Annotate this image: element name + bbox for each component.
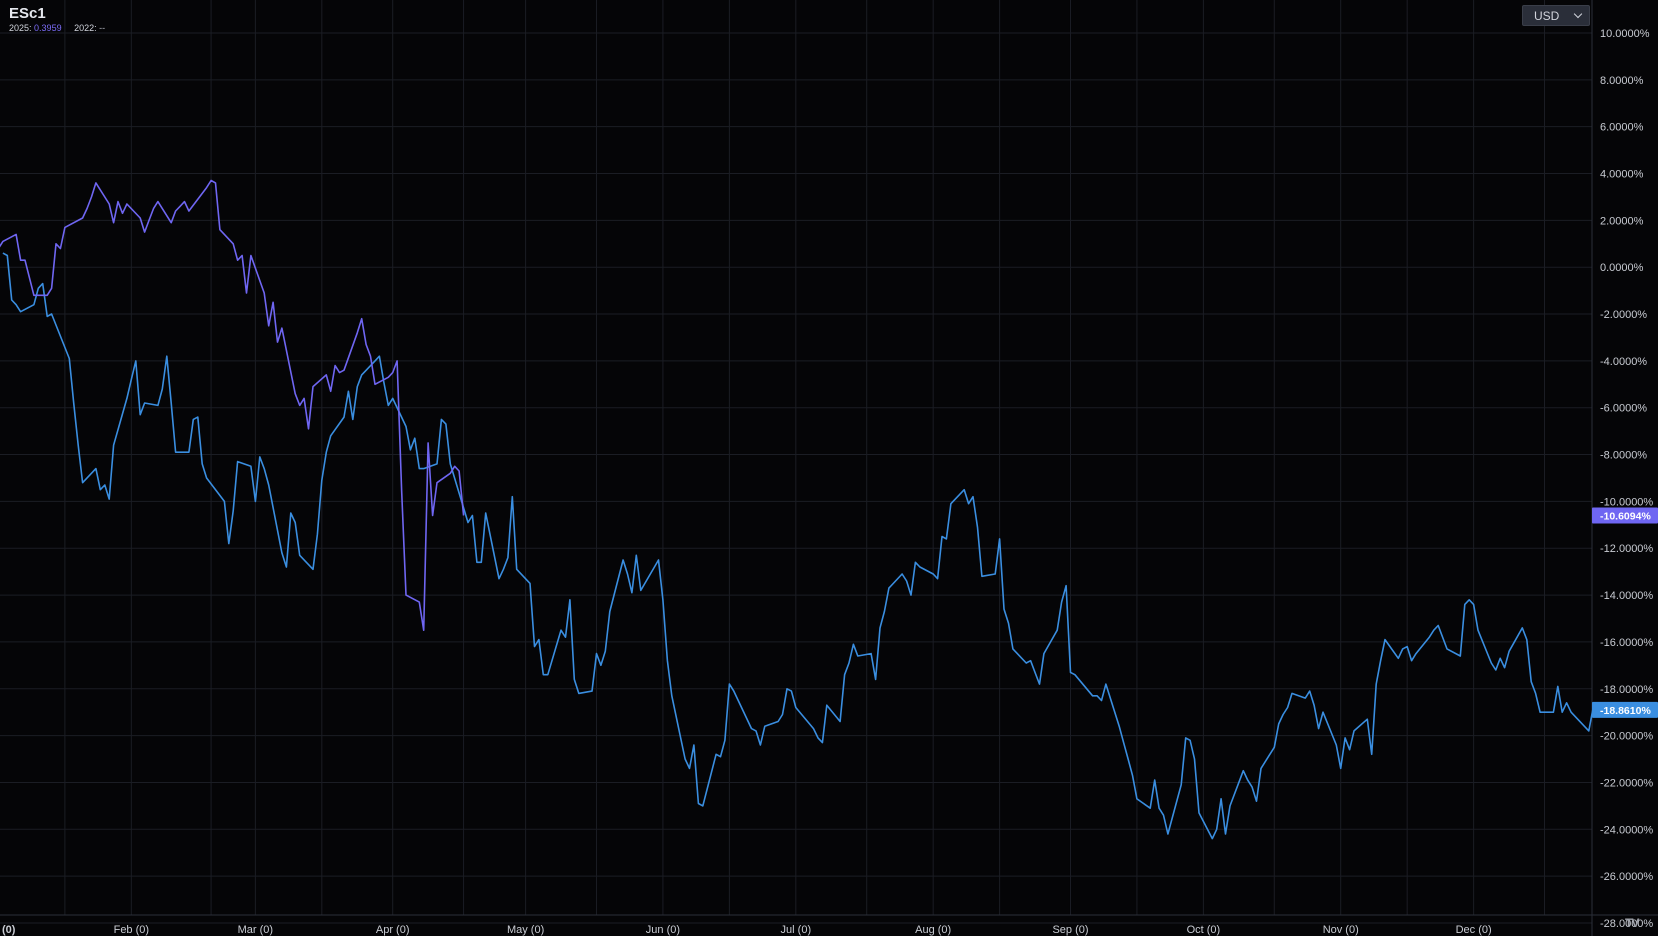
y-tick-label: -8.0000% xyxy=(1600,450,1647,462)
y-tick-label: 0.0000% xyxy=(1600,262,1644,274)
y-tick-label: -16.0000% xyxy=(1600,637,1653,649)
x-tick-label: Apr (0) xyxy=(376,924,410,936)
y-tick-label: -4.0000% xyxy=(1600,356,1647,368)
x-tick-label: Jul (0) xyxy=(781,924,812,936)
x-tick-label: Feb (0) xyxy=(114,924,149,936)
chevron-down-icon xyxy=(1573,9,1583,19)
legend-2022-value: -- xyxy=(99,23,106,33)
last-value-labels: -10.6094% -18.8610% xyxy=(1592,507,1658,718)
y-tick-label: -22.0000% xyxy=(1600,777,1653,789)
y-tick-label: 10.0000% xyxy=(1600,28,1650,40)
y-tick-label: -18.0000% xyxy=(1600,684,1653,696)
tradingview-logo-icon[interactable]: TV xyxy=(1625,916,1639,930)
x-axis[interactable]: Feb (0) Mar (0) Apr (0) May (0) Jun (0) Jul (… xyxy=(2,924,1492,936)
y-tick-label: 6.0000% xyxy=(1600,122,1644,134)
y-axis[interactable]: 10.0000% 8.0000% 6.0000% 4.0000% 2.0000% 0.00… xyxy=(1600,28,1653,930)
series-layer xyxy=(0,179,1603,840)
y-tick-label: 2.0000% xyxy=(1600,215,1644,227)
y-tick-label: -28.0000% xyxy=(1600,918,1653,930)
last-value-label-2022: -18.8610% xyxy=(1592,701,1658,718)
legend-2025-value: 0.3959 xyxy=(34,23,62,33)
x-tick-label: Mar (0) xyxy=(238,924,273,936)
last-value-text-2025: -10.6094% xyxy=(1600,510,1651,522)
y-tick-label: -26.0000% xyxy=(1600,871,1653,883)
y-tick-label: -12.0000% xyxy=(1600,543,1653,555)
last-value-badge-2022 xyxy=(1592,701,1658,718)
symbol-title: ESc1 xyxy=(9,5,46,22)
y-tick-label: -2.0000% xyxy=(1600,309,1647,321)
series-line-2025 xyxy=(0,179,465,631)
x-axis-corner-label: (0) xyxy=(2,924,16,936)
legend-2025-label: 2025: xyxy=(9,23,32,33)
series-legend: 2025: 0.3959 2022: -- xyxy=(9,23,105,33)
y-tick-label: -10.0000% xyxy=(1600,496,1653,508)
y-tick-label: -20.0000% xyxy=(1600,731,1653,743)
x-tick-label: May (0) xyxy=(507,924,544,936)
series-line-2022 xyxy=(2,252,1603,840)
x-tick-label: Nov (0) xyxy=(1323,924,1359,936)
currency-label: USD xyxy=(1534,8,1560,23)
x-tick-label: Oct (0) xyxy=(1187,924,1221,936)
x-tick-label: Jun (0) xyxy=(646,924,680,936)
x-tick-label: Sep (0) xyxy=(1052,924,1088,936)
y-tick-label: -24.0000% xyxy=(1600,824,1653,836)
y-tick-label: -6.0000% xyxy=(1600,403,1647,415)
last-value-badge-2025 xyxy=(1592,507,1658,524)
last-value-label-2025: -10.6094% xyxy=(1592,507,1658,524)
legend-2022-label: 2022: xyxy=(74,23,97,33)
currency-dropdown[interactable]: USD xyxy=(1522,5,1590,26)
y-tick-label: 8.0000% xyxy=(1600,75,1644,87)
last-value-text-2022: -18.8610% xyxy=(1600,705,1651,717)
y-tick-label: -14.0000% xyxy=(1600,590,1653,602)
x-tick-label: Aug (0) xyxy=(915,924,951,936)
y-tick-label: 4.0000% xyxy=(1600,169,1644,181)
x-tick-label: Dec (0) xyxy=(1456,924,1492,936)
